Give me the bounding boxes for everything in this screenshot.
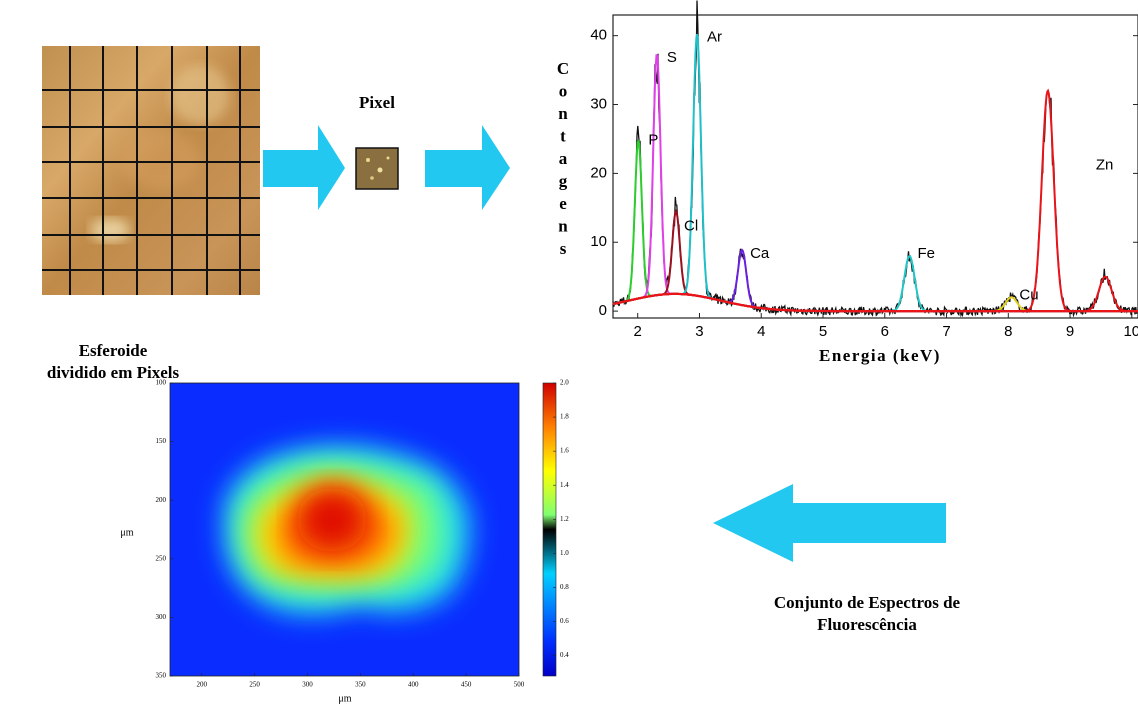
x-tick-label: 8 [1004,323,1012,340]
y-tick-label: 0 [599,302,607,319]
colorbar-tick-label: 1.2 [560,515,569,523]
x-tick-label: 7 [942,323,950,340]
x-tick-label: 500 [514,681,525,689]
caption: Conjunto de Espectros de [774,593,961,612]
x-tick-label: 6 [881,323,889,340]
arrow [263,125,345,210]
x-tick-label: 9 [1066,323,1074,340]
spheroid-photo [42,46,260,295]
heatmap: 200 250 300 350 400 450 500 100 150 200 250 300 350 0… [156,379,570,689]
peak-label: Ar [707,28,722,45]
y-axis-label: μm [120,527,133,538]
y-tick-label: 20 [590,164,607,181]
x-tick-label: 350 [355,681,366,689]
peak-label: S [667,49,677,66]
caption: Esferoide [79,341,148,360]
colorbar-tick-label: 0.4 [560,651,569,659]
y-tick-label: 350 [156,672,167,680]
caption: dividido em Pixels [47,363,180,382]
colorbar-tick-label: 0.6 [560,617,569,625]
y-tick-label: 40 [590,27,607,44]
x-tick-label: 4 [757,323,765,340]
peak-label: Cl [684,217,698,234]
peak-label: P [648,132,658,149]
colorbar-tick-label: 1.8 [560,413,569,421]
x-tick-label: 400 [408,681,419,689]
spectrum-chart: 2 3 4 5 6 7 8 9 10 0 10 20 30 40 P S Cl Ar Ca Fe Cu Zn [590,0,1138,340]
peak-label: Cu [1019,286,1038,303]
background-fit [612,292,1138,313]
peak-label: Fe [917,245,935,262]
colorbar-tick-label: 1.4 [560,481,569,489]
x-axis-label: μm [338,693,351,704]
x-tick-label: 300 [302,681,313,689]
colorbar-tick-label: 2.0 [560,379,569,387]
y-tick-label: 250 [156,554,167,562]
peak-label: Ca [750,245,770,262]
x-tick-label: 2 [634,323,642,340]
pixel [355,147,399,190]
x-tick-label: 200 [196,681,207,689]
x-tick-label: 3 [695,323,703,340]
arrow [425,125,510,210]
x-tick-label: 250 [249,681,260,689]
colorbar-tick-label: 1.6 [560,447,569,455]
y-tick-label: 200 [156,496,167,504]
y-tick-label: 300 [156,613,167,621]
y-tick-label: 150 [156,437,167,445]
pixel-label: Pixel [359,93,395,112]
colorbar-tick-label: 1.0 [560,549,569,557]
arrow [713,484,946,562]
colorbar-tick-label: 0.8 [560,583,569,591]
peak-label: Zn [1096,157,1114,174]
y-tick-label: 10 [590,233,607,250]
x-tick-label: 5 [819,323,827,340]
x-tick-label: 450 [461,681,472,689]
y-tick-label: 100 [156,379,167,387]
x-axis-label: Energia (keV) [819,346,941,365]
caption: Fluorescência [817,615,917,634]
y-tick-label: 30 [590,95,607,112]
x-tick-label: 10 [1123,323,1138,340]
